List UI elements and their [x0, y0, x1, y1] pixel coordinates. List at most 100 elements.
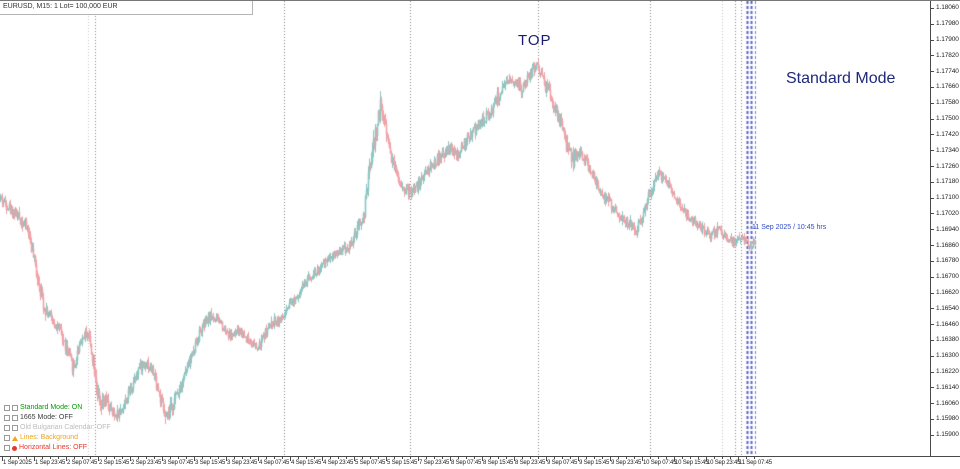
- time-minor-tick: [122, 457, 123, 459]
- time-minor-tick: [234, 457, 235, 459]
- time-major-tick: [642, 457, 643, 461]
- price-tick-label: 1.16780: [936, 257, 959, 265]
- time-tick-label: 9 Sep 23:45: [611, 460, 642, 466]
- time-major-tick: [706, 457, 707, 461]
- legend-toggle-icon[interactable]: [4, 405, 10, 411]
- time-tick-label: 10 Sep 23:45: [707, 460, 741, 466]
- time-minor-tick: [538, 457, 539, 459]
- price-tick: [931, 434, 934, 436]
- time-minor-tick: [402, 457, 403, 459]
- time-minor-tick: [90, 457, 91, 459]
- price-tick-label: 1.17340: [936, 146, 959, 154]
- price-tick: [931, 387, 934, 389]
- time-minor-tick: [210, 457, 211, 459]
- time-minor-tick: [146, 457, 147, 459]
- time-minor-tick: [722, 457, 723, 459]
- legend-row: 1665 Mode: OFF: [4, 413, 111, 423]
- time-major-tick: [34, 457, 35, 461]
- candlestick-chart-canvas[interactable]: [0, 1, 930, 456]
- time-major-tick: [98, 457, 99, 461]
- time-minor-tick: [18, 457, 19, 459]
- time-minor-tick: [626, 457, 627, 459]
- time-major-tick: [674, 457, 675, 461]
- price-tick: [931, 39, 934, 41]
- price-axis[interactable]: 1.18060 1.17980 1.17900 1.17820 1.17740 1.176…: [930, 1, 960, 456]
- price-tick: [931, 166, 934, 168]
- top-annotation-text: TOP: [518, 32, 552, 49]
- time-minor-tick: [282, 457, 283, 459]
- time-minor-tick: [530, 457, 531, 459]
- time-minor-tick: [58, 457, 59, 459]
- time-minor-tick: [458, 457, 459, 459]
- price-tick: [931, 245, 934, 247]
- price-tick: [931, 118, 934, 120]
- price-tick-label: 1.17580: [936, 99, 959, 107]
- legend-toggle-icon[interactable]: [12, 405, 18, 411]
- time-minor-tick: [434, 457, 435, 459]
- time-major-tick: [226, 457, 227, 461]
- price-tick: [931, 197, 934, 199]
- time-major-tick: [738, 457, 739, 461]
- legend-toggle-icon[interactable]: [4, 435, 10, 441]
- legend-toggle-icon[interactable]: [4, 445, 10, 451]
- time-minor-tick: [730, 457, 731, 459]
- time-minor-tick: [42, 457, 43, 459]
- time-major-tick: [194, 457, 195, 461]
- legend-toggle-icon[interactable]: [4, 425, 10, 431]
- time-minor-tick: [562, 457, 563, 459]
- price-tick-label: 1.16940: [936, 225, 959, 233]
- price-tick: [931, 276, 934, 278]
- legend-row: Lines: Background: [4, 433, 111, 443]
- legend-toggle-icon[interactable]: [12, 425, 18, 431]
- time-minor-tick: [594, 457, 595, 459]
- price-tick: [931, 71, 934, 73]
- time-minor-tick: [82, 457, 83, 459]
- time-minor-tick: [410, 457, 411, 459]
- price-tick-label: 1.17820: [936, 51, 959, 59]
- price-tick: [931, 418, 934, 420]
- time-minor-tick: [266, 457, 267, 459]
- time-minor-tick: [74, 457, 75, 459]
- price-tick-label: 1.15980: [936, 415, 959, 423]
- time-minor-tick: [682, 457, 683, 459]
- legend-triangle-icon[interactable]: [12, 435, 18, 441]
- time-major-tick: [290, 457, 291, 461]
- time-minor-tick: [186, 457, 187, 459]
- chart-symbol-label: EURUSD, M15: 1 Lot= 100,000 EUR: [3, 3, 118, 10]
- time-tick-label: 8 Sep 07:45: [451, 460, 482, 466]
- time-tick-label: 8 Sep 23:45: [515, 460, 546, 466]
- time-tick-label: 2 Sep 23:45: [131, 460, 162, 466]
- time-minor-tick: [442, 457, 443, 459]
- time-minor-tick: [314, 457, 315, 459]
- time-tick-label: 1 Sep 23:45: [35, 460, 66, 466]
- legend-toggle-icon[interactable]: [4, 415, 10, 421]
- time-tick-label: 4 Sep 07:45: [259, 460, 290, 466]
- time-minor-tick: [466, 457, 467, 459]
- time-tick-label: 2 Sep 07:45: [67, 460, 98, 466]
- time-major-tick: [322, 457, 323, 461]
- price-tick: [931, 355, 934, 357]
- time-minor-tick: [754, 457, 755, 459]
- time-minor-tick: [522, 457, 523, 459]
- price-tick: [931, 229, 934, 231]
- time-major-tick: [66, 457, 67, 461]
- time-tick-label: 1 Sep 2025: [3, 460, 32, 466]
- legend-toggle-icon[interactable]: [12, 415, 18, 421]
- time-minor-tick: [554, 457, 555, 459]
- time-minor-tick: [474, 457, 475, 459]
- time-tick-label: 8 Sep 15:45: [483, 460, 514, 466]
- price-tick: [931, 213, 934, 215]
- time-minor-tick: [138, 457, 139, 459]
- time-minor-tick: [114, 457, 115, 459]
- time-axis[interactable]: 1 Sep 2025 1 Sep 23:45 2 Sep 07:45 2 Sep 15…: [0, 456, 960, 469]
- time-major-tick: [578, 457, 579, 461]
- time-minor-tick: [658, 457, 659, 459]
- legend-dot-icon[interactable]: [12, 445, 17, 451]
- price-tick-label: 1.17740: [936, 67, 959, 75]
- price-tick-label: 1.16060: [936, 399, 959, 407]
- legend-row: Horizontal Lines: OFF: [4, 443, 111, 453]
- time-minor-tick: [26, 457, 27, 459]
- price-tick-label: 1.15900: [936, 431, 959, 439]
- price-tick: [931, 371, 934, 373]
